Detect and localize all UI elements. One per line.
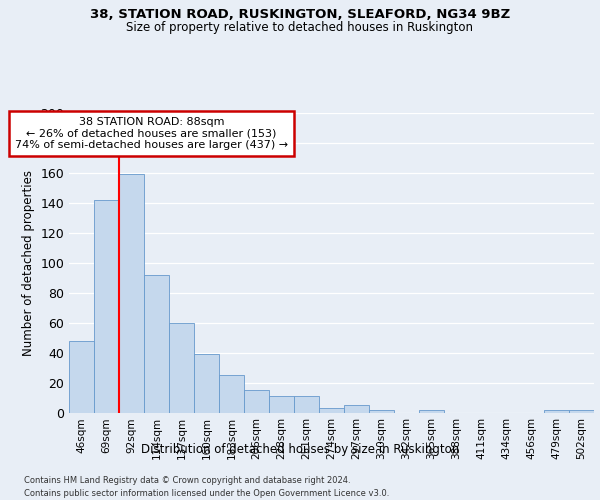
Bar	[369, 410, 394, 412]
Bar	[319, 408, 344, 412]
Text: 38 STATION ROAD: 88sqm
← 26% of detached houses are smaller (153)
74% of semi-de: 38 STATION ROAD: 88sqm ← 26% of detached…	[15, 117, 288, 150]
Bar	[569, 410, 594, 412]
Text: Size of property relative to detached houses in Ruskington: Size of property relative to detached ho…	[127, 22, 473, 35]
Text: Contains HM Land Registry data © Crown copyright and database right 2024.: Contains HM Land Registry data © Crown c…	[24, 476, 350, 485]
Text: 38, STATION ROAD, RUSKINGTON, SLEAFORD, NG34 9BZ: 38, STATION ROAD, RUSKINGTON, SLEAFORD, …	[90, 8, 510, 20]
Bar	[94, 200, 119, 412]
Bar	[544, 410, 569, 412]
Bar	[194, 354, 219, 412]
Y-axis label: Number of detached properties: Number of detached properties	[22, 170, 35, 356]
Bar	[294, 396, 319, 412]
Bar	[144, 274, 169, 412]
Bar	[69, 340, 94, 412]
Bar	[119, 174, 144, 412]
Text: Distribution of detached houses by size in Ruskington: Distribution of detached houses by size …	[141, 442, 459, 456]
Bar	[419, 410, 444, 412]
Bar	[169, 322, 194, 412]
Bar	[269, 396, 294, 412]
Bar	[219, 375, 244, 412]
Bar	[244, 390, 269, 412]
Bar	[344, 405, 369, 412]
Text: Contains public sector information licensed under the Open Government Licence v3: Contains public sector information licen…	[24, 489, 389, 498]
